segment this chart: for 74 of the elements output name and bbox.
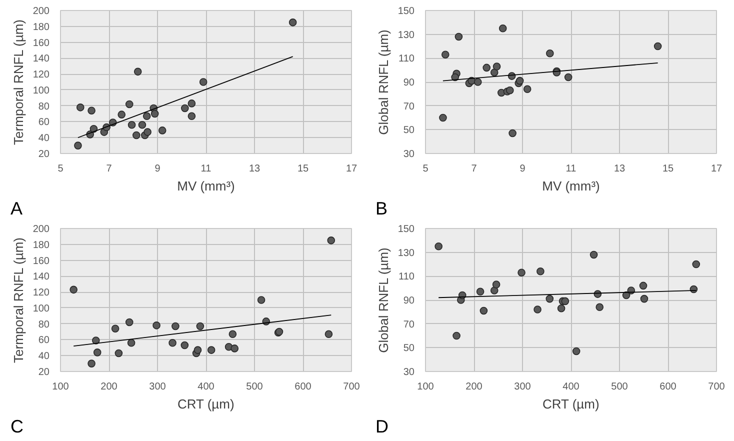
x-tick-label: 200 [100,382,118,392]
y-tick-label: 90 [403,296,415,306]
x-tick-label: 400 [562,382,580,392]
x-tick-label: 600 [294,382,312,392]
y-tick-label: 130 [398,30,415,41]
y-tick-label: 180 [32,240,50,251]
y-tick-label: 70 [403,319,415,330]
y-tick-label: 160 [32,256,50,267]
x-tick-label: 15 [662,164,674,174]
x-tick-label: 11 [200,164,212,174]
y-tick-label: 30 [403,367,415,378]
y-tick-label: 30 [403,149,415,160]
text: C [10,416,24,436]
y-tick-label: 200 [32,224,50,235]
x-tick-label: 500 [246,382,264,392]
x-tick-label: 5 [422,164,429,174]
y-tick-label: 150 [398,6,415,17]
y-tick-label: 140 [32,54,50,65]
y-tick-label: 180 [32,22,50,33]
y-tick-label: 160 [32,38,50,49]
y-tick-label: 40 [38,351,50,362]
x-tick-label: 7 [106,164,112,174]
text: D [376,416,388,436]
y-tick-label: 40 [38,133,50,144]
y-tick-label: 100 [32,85,50,96]
y-axis-title: Global RNFL (µm) [376,248,391,353]
y-tick-label: 20 [38,367,50,378]
x-axis-title: CRT (µm) [542,396,600,412]
x-tick-label: 200 [466,382,483,392]
x-tick-label: 15 [297,164,309,174]
text: B [376,198,388,218]
y-tick-label: 80 [38,319,50,330]
x-tick-label: 100 [52,382,70,392]
y-tick-label: 70 [403,101,415,112]
y-tick-label: 60 [38,117,50,128]
y-tick-label: 110 [398,54,415,65]
y-tick-label: 130 [398,248,415,259]
x-tick-label: 700 [708,382,726,392]
y-tick-label: 90 [403,78,415,88]
x-tick-label: 13 [248,164,260,174]
y-tick-label: 100 [32,303,50,314]
x-axis-title: CRT (µm) [177,396,234,412]
x-tick-label: 11 [566,164,577,174]
x-tick-label: 13 [614,164,626,174]
y-tick-label: 20 [38,149,50,160]
x-axis-title: MV (mm³) [542,178,600,194]
x-tick-label: 9 [520,164,526,174]
x-tick-label: 17 [710,164,722,174]
x-tick-label: 9 [154,164,161,174]
x-tick-label: 300 [149,382,166,392]
x-tick-label: 100 [417,382,434,392]
x-tick-label: 300 [514,382,532,392]
y-tick-label: 200 [32,6,50,17]
y-tick-label: 140 [32,272,50,283]
x-tick-label: 7 [471,164,478,174]
y-tick-label: 150 [398,224,415,235]
y-tick-label: 60 [38,335,50,346]
y-tick-label: 50 [403,125,415,136]
y-tick-label: 120 [32,70,50,81]
x-tick-label: 600 [660,382,677,392]
x-tick-label: 500 [611,382,628,392]
y-axis-title: Termporal RNFL (µm) [10,238,26,363]
x-tick-label: 400 [198,382,215,392]
x-tick-label: 5 [58,164,64,174]
x-tick-label: 17 [346,164,358,174]
y-tick-label: 80 [38,101,50,112]
x-tick-label: 700 [343,382,360,392]
y-tick-label: 120 [32,288,50,299]
y-tick-label: 50 [403,343,415,354]
y-axis-title: Global RNFL (µm) [376,30,391,135]
y-axis-title: Termporal RNFL (µm) [10,20,26,145]
y-tick-label: 110 [398,272,415,283]
x-axis-title: MV (mm³) [177,178,235,194]
text: A [10,198,23,218]
